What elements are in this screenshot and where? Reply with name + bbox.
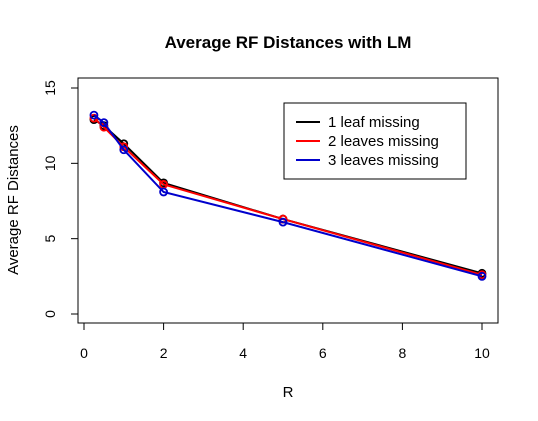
legend-label: 3 leaves missing [328,152,439,169]
x-tick-label: 8 [399,345,407,361]
x-axis-label: R [283,384,294,401]
series-3 [89,110,487,281]
y-tick-label: 15 [42,80,58,96]
series-layer [89,110,487,281]
data-point [159,187,169,197]
chart-title: Average RF Distances with LM [165,33,412,52]
y-tick-label: 10 [42,155,58,171]
x-tick-label: 4 [239,345,247,361]
series-line [93,114,483,278]
legend-label: 1 leaf missing [328,114,420,131]
data-point [278,217,288,227]
x-axis: 0 2 4 6 8 10 [80,322,490,361]
y-axis: 0 5 10 15 [42,80,79,318]
legend-label: 2 leaves missing [328,133,439,150]
x-tick-label: 2 [160,345,168,361]
x-tick-label: 6 [319,345,327,361]
x-tick-label: 0 [80,345,88,361]
data-point [89,110,99,120]
data-point [477,271,487,281]
data-point [99,118,109,128]
y-tick-label: 0 [42,310,58,318]
legend: 1 leaf missing 2 leaves missing 3 leaves m… [283,102,467,180]
data-point [119,145,129,155]
y-axis-label: Average RF Distances [5,125,22,275]
x-tick-label: 10 [474,345,490,361]
y-tick-label: 5 [42,235,58,243]
